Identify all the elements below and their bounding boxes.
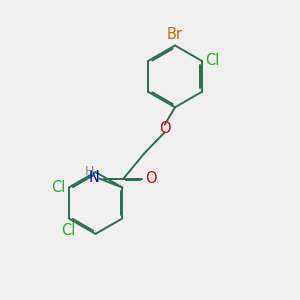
Text: Cl: Cl — [51, 180, 66, 195]
Text: O: O — [146, 171, 157, 186]
Text: N: N — [88, 170, 99, 185]
Text: Cl: Cl — [205, 53, 220, 68]
Text: H: H — [85, 165, 94, 178]
Text: O: O — [159, 121, 170, 136]
Text: Br: Br — [167, 27, 183, 42]
Text: Cl: Cl — [61, 223, 76, 238]
